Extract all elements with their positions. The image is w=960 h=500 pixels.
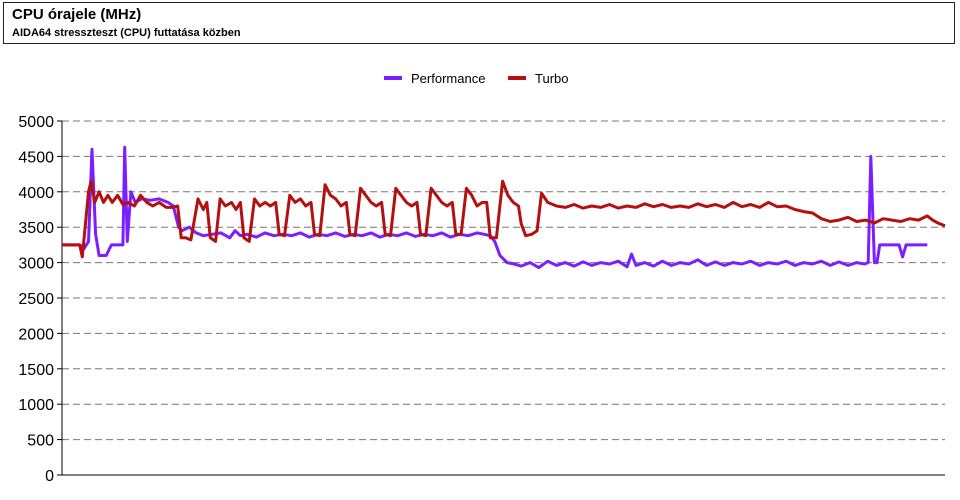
y-tick-label: 2500 <box>18 291 54 308</box>
y-tick-label: 4500 <box>18 149 54 166</box>
chart-title: CPU órajele (MHz) <box>12 6 142 23</box>
y-tick-label: 3000 <box>18 256 54 273</box>
legend-label-turbo: Turbo <box>535 71 568 86</box>
series-line-turbo <box>62 179 946 259</box>
legend-label-performance: Performance <box>411 71 485 86</box>
y-tick-label: 500 <box>27 433 54 450</box>
y-tick-label: 2000 <box>18 326 54 343</box>
series-lines <box>62 145 946 270</box>
y-tick-label: 1000 <box>18 397 54 414</box>
y-tick-label: 5000 <box>18 114 54 131</box>
y-tick-label: 4000 <box>18 185 54 202</box>
y-axis: 0 500 1000 1500 2000 2500 3000 3500 4000 4500 5000 <box>18 114 945 485</box>
y-tick-label: 1500 <box>18 362 54 379</box>
y-tick-label: 0 <box>45 468 54 485</box>
chart-header: CPU órajele (MHz) AIDA64 stresszteszt (C… <box>3 2 955 44</box>
grid-lines <box>62 120 945 441</box>
legend: Performance Turbo <box>384 71 568 86</box>
series-line-performance <box>62 145 928 270</box>
y-tick-label: 3500 <box>18 220 54 237</box>
chart-subtitle: AIDA64 stresszteszt (CPU) futtatása közb… <box>12 27 241 39</box>
